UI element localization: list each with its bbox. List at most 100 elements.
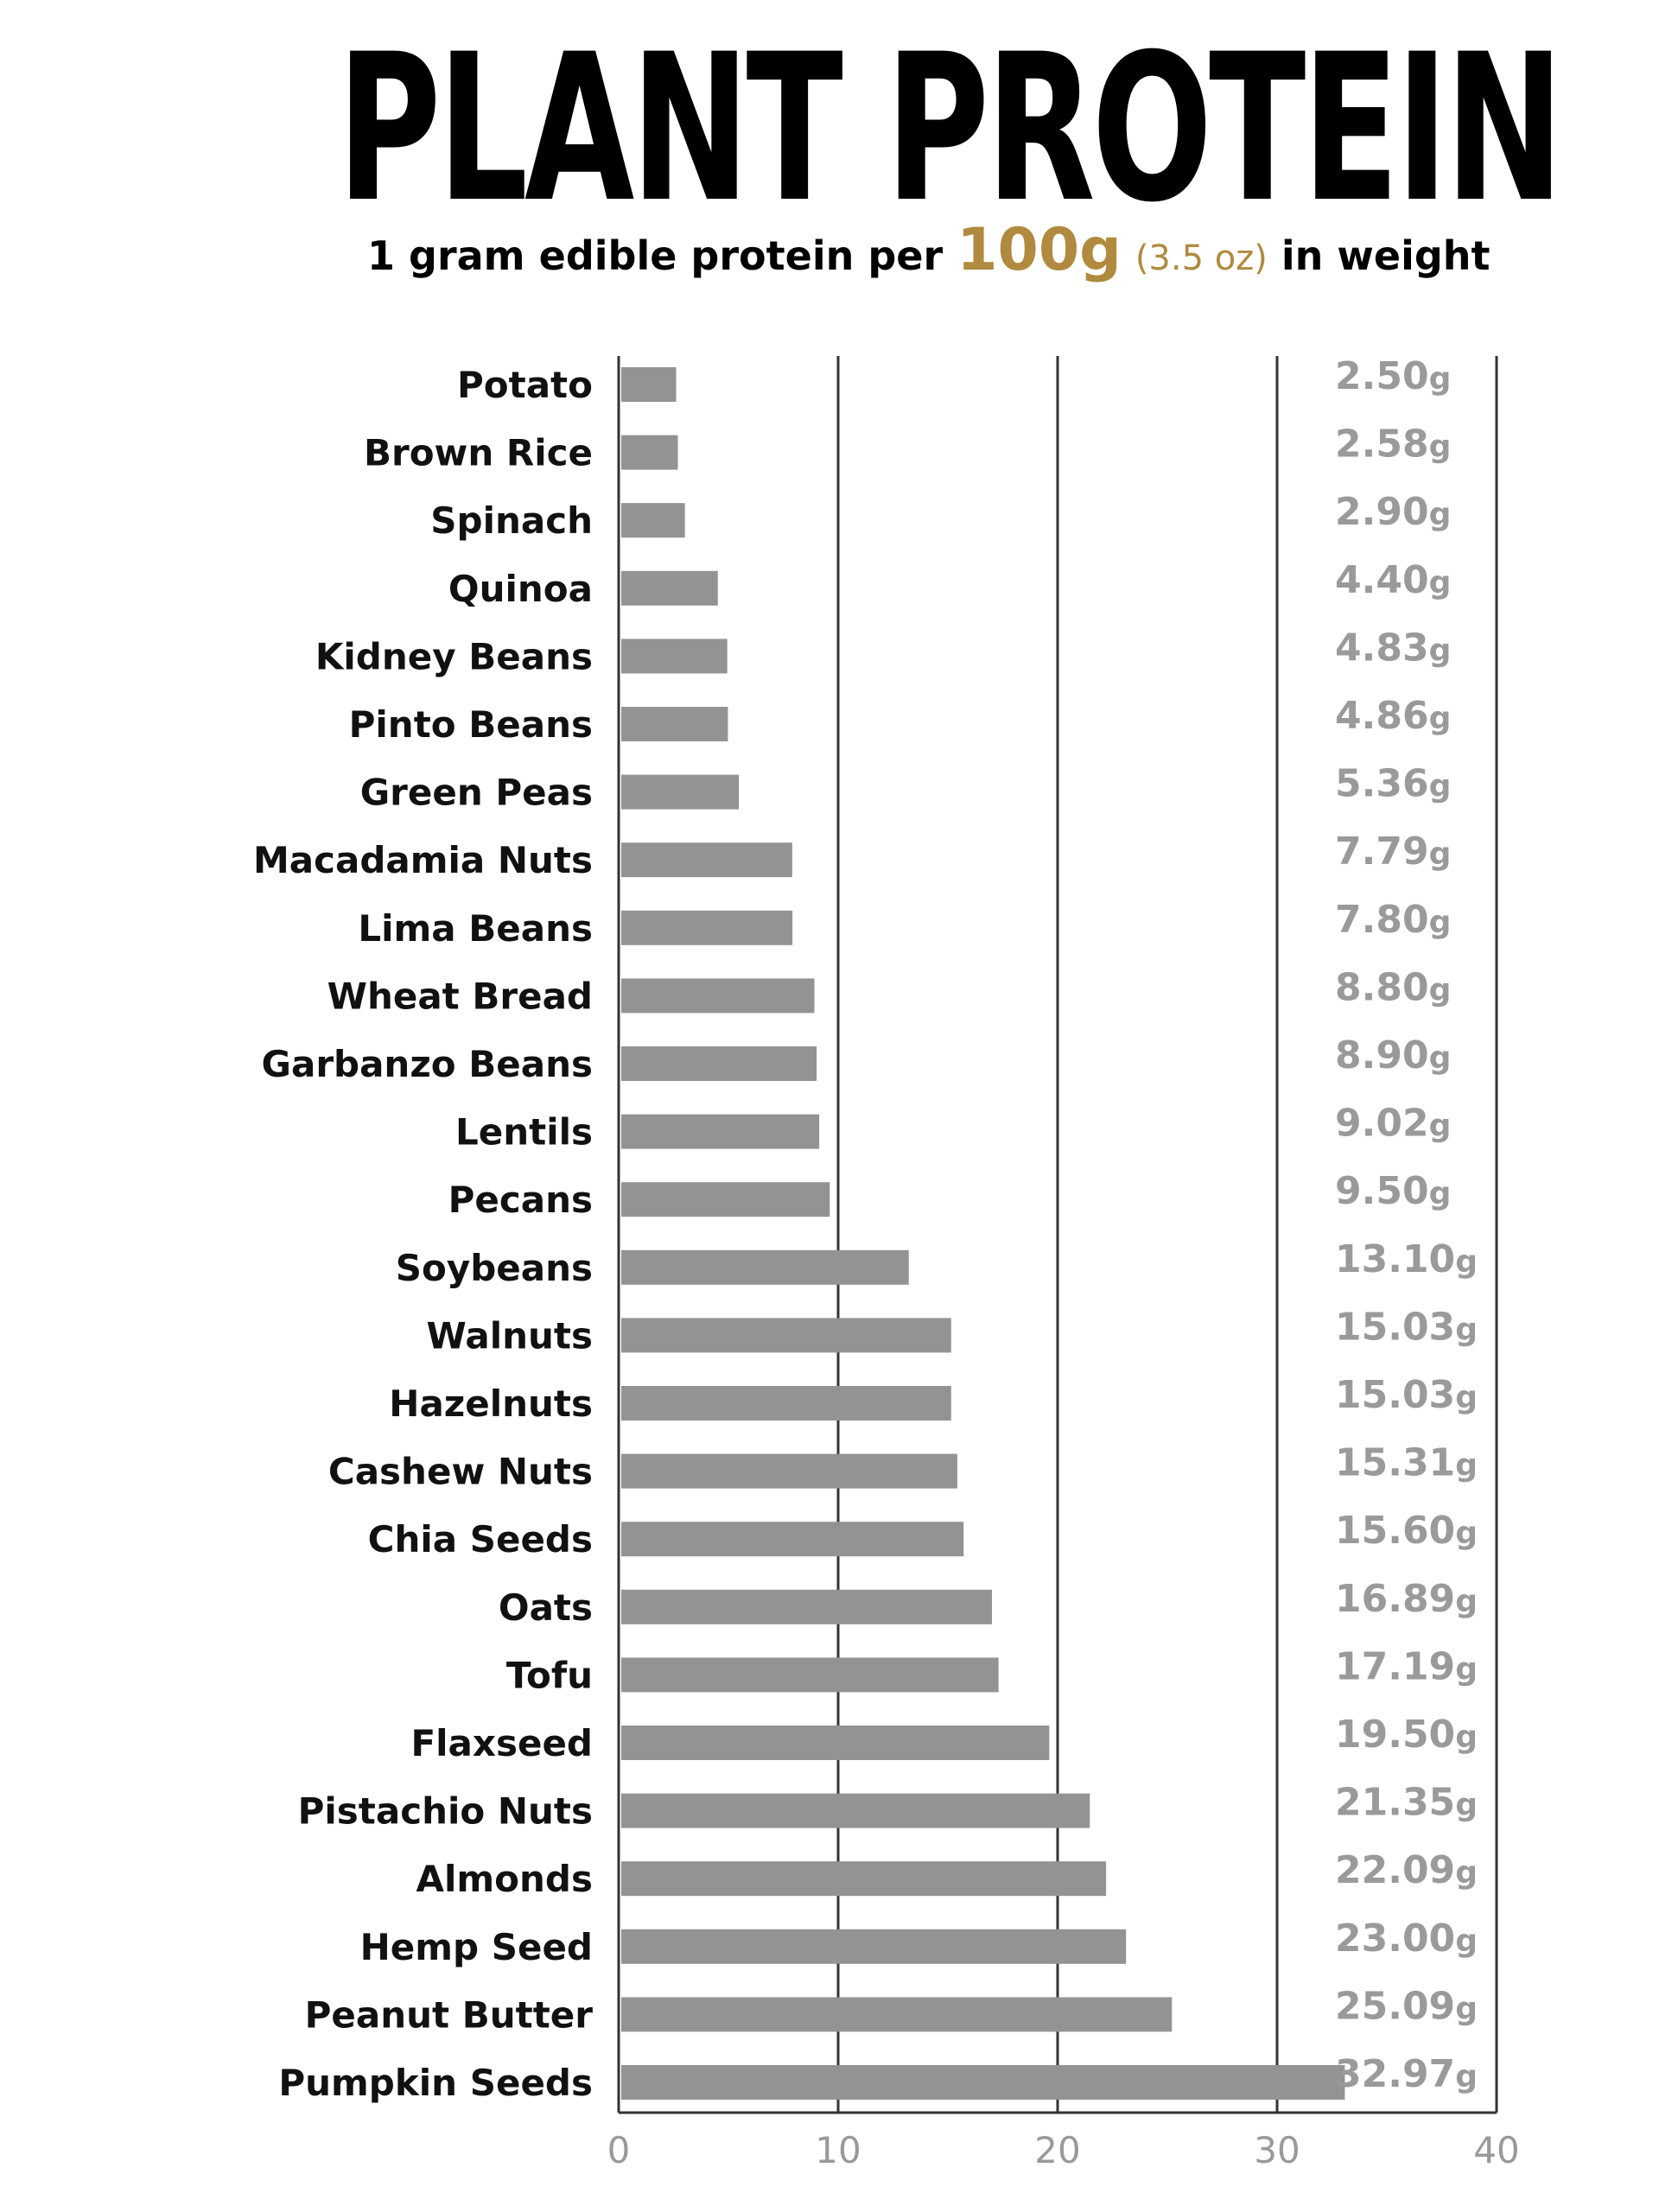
value-unit: g — [1429, 1176, 1452, 1211]
value-label: 8.80g — [1335, 965, 1451, 1009]
category-label: Potato — [457, 364, 593, 406]
category-label: Oats — [499, 1586, 593, 1629]
category-label: Peanut Butter — [305, 1993, 594, 2036]
value-unit: g — [1429, 565, 1452, 601]
bar — [621, 1249, 909, 1285]
value-number: 2.50 — [1335, 354, 1429, 398]
x-tick-label: 0 — [607, 2129, 631, 2171]
subtitle-amount: 100g — [957, 216, 1122, 284]
value-label: 22.09g — [1335, 1848, 1478, 1892]
value-number: 15.31 — [1335, 1441, 1455, 1485]
value-unit: g — [1429, 429, 1452, 465]
value-label: 4.40g — [1335, 558, 1451, 602]
value-label: 2.90g — [1335, 490, 1451, 534]
value-labels: 2.50g2.58g2.90g4.40g4.83g4.86g5.36g7.79g… — [1335, 354, 1478, 2096]
bar — [621, 503, 685, 538]
value-label: 15.03g — [1335, 1305, 1478, 1349]
category-label: Pinto Beans — [349, 703, 593, 746]
bar — [621, 1453, 957, 1489]
value-unit: g — [1455, 1312, 1478, 1347]
category-label: Lima Beans — [358, 907, 593, 950]
value-label: 2.50g — [1335, 354, 1451, 398]
category-label: Soybeans — [396, 1247, 593, 1289]
value-label: 5.36g — [1335, 762, 1451, 806]
bar — [621, 1046, 817, 1081]
bar — [621, 842, 792, 878]
value-number: 4.86 — [1335, 694, 1429, 738]
subtitle-ounces: (3.5 oz) — [1135, 238, 1268, 278]
value-label: 15.60g — [1335, 1509, 1478, 1553]
category-label: Wheat Bread — [327, 975, 593, 1017]
x-tick-label: 20 — [1034, 2129, 1080, 2171]
bar — [621, 1726, 1050, 1760]
value-unit: g — [1455, 1244, 1478, 1280]
value-label: 25.09g — [1335, 1984, 1478, 2028]
bar — [621, 1657, 999, 1693]
value-number: 25.09 — [1335, 1984, 1455, 2028]
category-label: Flaxseed — [410, 1722, 593, 1764]
value-unit: g — [1429, 701, 1452, 736]
subtitle-suffix: in weight — [1281, 232, 1491, 279]
value-unit: g — [1455, 1991, 1478, 2026]
value-number: 22.09 — [1335, 1848, 1455, 1892]
value-number: 15.60 — [1335, 1509, 1455, 1553]
category-label: Lentils — [455, 1111, 593, 1154]
value-unit: g — [1429, 769, 1452, 804]
category-label: Hazelnuts — [389, 1382, 593, 1425]
value-number: 23.00 — [1335, 1916, 1455, 1961]
category-label: Garbanzo Beans — [262, 1043, 594, 1085]
x-tick-label: 30 — [1254, 2129, 1300, 2171]
value-unit: g — [1455, 1448, 1478, 1484]
category-label: Almonds — [416, 1858, 593, 1900]
category-label: Pistachio Nuts — [298, 1790, 593, 1833]
value-number: 19.50 — [1335, 1713, 1455, 1757]
value-label: 4.83g — [1335, 626, 1451, 670]
value-label: 13.10g — [1335, 1237, 1478, 1281]
value-label: 19.50g — [1335, 1713, 1478, 1757]
value-number: 15.03 — [1335, 1305, 1455, 1349]
category-label: Green Peas — [360, 772, 593, 814]
bar — [621, 2065, 1345, 2100]
bar — [621, 367, 677, 402]
category-label: Quinoa — [448, 568, 593, 610]
value-label: 16.89g — [1335, 1577, 1478, 1621]
bar — [621, 1589, 993, 1624]
value-label: 15.03g — [1335, 1373, 1478, 1417]
bar — [621, 774, 740, 810]
value-number: 5.36 — [1335, 762, 1429, 806]
value-number: 8.80 — [1335, 965, 1429, 1009]
value-label: 21.35g — [1335, 1781, 1478, 1825]
bar — [621, 1861, 1107, 1897]
bar — [621, 978, 815, 1014]
value-label: 7.79g — [1335, 830, 1451, 874]
value-label: 2.58g — [1335, 423, 1451, 467]
bars — [621, 367, 1345, 2100]
value-number: 9.02 — [1335, 1102, 1429, 1146]
value-unit: g — [1455, 1719, 1478, 1755]
value-number: 15.03 — [1335, 1373, 1455, 1417]
value-unit: g — [1455, 1788, 1478, 1823]
value-number: 2.90 — [1335, 490, 1429, 534]
x-tick-label: 10 — [815, 2129, 861, 2171]
bar — [621, 1793, 1090, 1828]
x-tick-label: 40 — [1473, 2129, 1519, 2171]
value-number: 9.50 — [1335, 1169, 1429, 1213]
value-unit: g — [1429, 497, 1452, 532]
value-unit: g — [1429, 972, 1452, 1007]
category-label: Macadamia Nuts — [253, 839, 593, 881]
value-number: 8.90 — [1335, 1033, 1429, 1077]
category-label: Tofu — [506, 1654, 593, 1696]
bar — [621, 1929, 1127, 1964]
x-axis-ticks: 0 10 20 30 40 — [607, 2129, 1520, 2171]
category-label: Brown Rice — [364, 432, 593, 474]
bar — [621, 435, 678, 470]
value-unit: g — [1455, 2059, 1478, 2094]
category-labels: Potato Brown Rice Spinach Quinoa Kidney Bean… — [253, 364, 593, 2104]
value-unit: g — [1429, 905, 1452, 940]
value-unit: g — [1429, 1040, 1452, 1076]
bar — [621, 1182, 830, 1217]
value-number: 13.10 — [1335, 1237, 1455, 1281]
value-unit: g — [1429, 1109, 1452, 1144]
category-label: Kidney Beans — [315, 635, 593, 677]
